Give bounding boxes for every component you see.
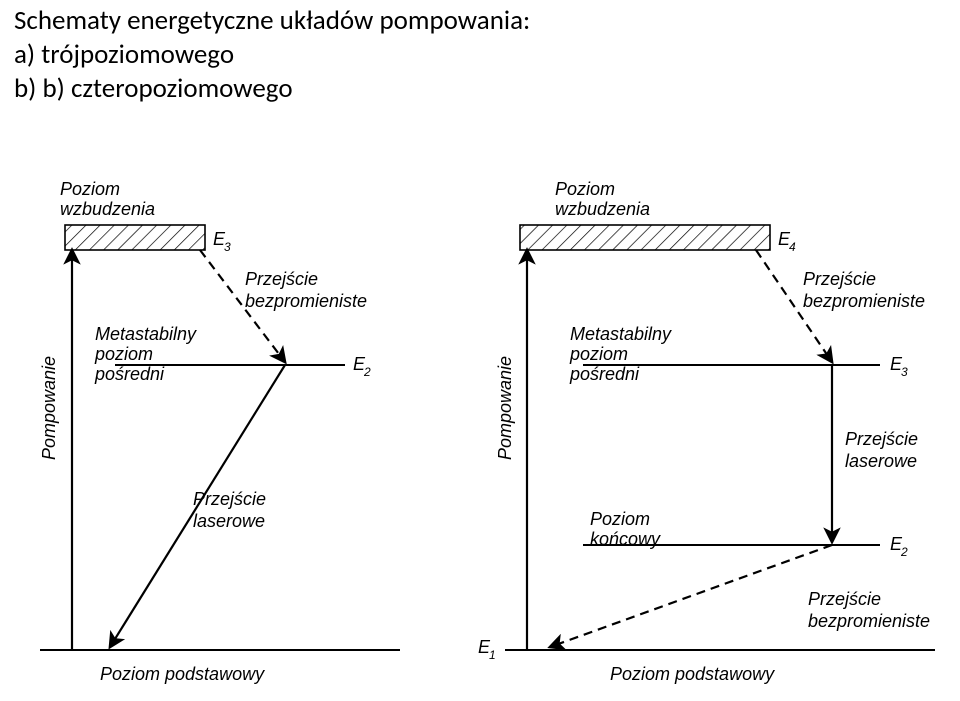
b-arrow-nonradiative-bottom (550, 545, 832, 647)
diagram-b: Pompowanie Poziom wzbudzenia Przejście b… (478, 179, 935, 684)
a-excitation-band (65, 225, 205, 250)
b-energy-e2: E 2 (890, 534, 908, 559)
b-energy-e1: E 1 (478, 637, 496, 662)
a-label-laser-2: laserowe (193, 511, 265, 531)
diagram-a: Pompowanie Poziom wzbudzenia Przejście b… (39, 179, 400, 684)
a-label-wzbudzenia-2: wzbudzenia (60, 199, 155, 219)
b-label-meta-3: pośredni (569, 364, 640, 384)
b-e2-sub: 2 (900, 545, 908, 559)
b-label-nonrad-top-2: bezpromieniste (803, 291, 925, 311)
b-label-meta-2: poziom (569, 344, 628, 364)
heading-line-2: a) trójpoziomowego (14, 38, 530, 72)
a-label-wzbudzenia-1: Poziom (60, 179, 120, 199)
b-label-ground: Poziom podstawowy (610, 664, 775, 684)
b-e4-sub: 4 (789, 240, 796, 254)
b-energy-e4: E 4 (778, 229, 796, 254)
heading-block: Schematy energetyczne układów pompowania… (14, 4, 530, 105)
a-label-laser-1: Przejście (193, 489, 266, 509)
a-label-meta-2: poziom (94, 344, 153, 364)
b-label-wzbudzenia-1: Poziom (555, 179, 615, 199)
a-energy-e3: E 3 (213, 229, 231, 254)
b-label-nonrad-bot-2: bezpromieniste (808, 611, 930, 631)
b-e1-sub: 1 (489, 648, 496, 662)
heading-line-3: b) b) czteropoziomowego (14, 72, 530, 106)
page: Schematy energetyczne układów pompowania… (0, 0, 960, 701)
b-label-pompowanie: Pompowanie (495, 356, 515, 460)
b-label-meta-1: Metastabilny (570, 324, 672, 344)
energy-diagrams: Pompowanie Poziom wzbudzenia Przejście b… (0, 155, 960, 701)
a-e2-sub: 2 (363, 365, 371, 379)
a-label-meta-3: pośredni (94, 364, 165, 384)
b-label-laser-1: Przejście (845, 429, 918, 449)
b-label-koncowy-2: końcowy (590, 529, 661, 549)
a-label-pompowanie: Pompowanie (39, 356, 59, 460)
b-label-nonrad-top-1: Przejście (803, 269, 876, 289)
a-label-ground: Poziom podstawowy (100, 664, 265, 684)
b-energy-e3: E 3 (890, 354, 908, 379)
b-label-koncowy-1: Poziom (590, 509, 650, 529)
b-excitation-band (520, 225, 770, 250)
a-label-nonrad-1: Przejście (245, 269, 318, 289)
a-label-nonrad-2: bezpromieniste (245, 291, 367, 311)
heading-line-1: Schematy energetyczne układów pompowania… (14, 4, 530, 38)
a-label-meta-1: Metastabilny (95, 324, 197, 344)
b-label-laser-2: laserowe (845, 451, 917, 471)
b-label-nonrad-bot-1: Przejście (808, 589, 881, 609)
a-e3-sub: 3 (224, 240, 231, 254)
a-energy-e2: E 2 (353, 354, 371, 379)
b-e3-sub: 3 (901, 365, 908, 379)
b-label-wzbudzenia-2: wzbudzenia (555, 199, 650, 219)
